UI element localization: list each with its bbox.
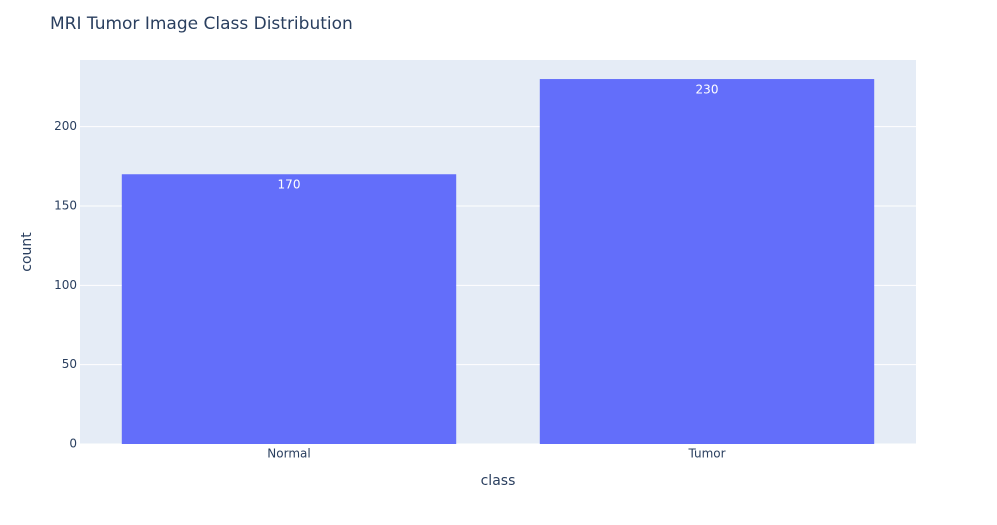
y-tick-label: 50 (62, 357, 77, 371)
bar (121, 174, 457, 445)
y-tick-label: 0 (69, 437, 77, 451)
x-tick-label: Tumor (687, 447, 725, 461)
y-tick-label: 100 (54, 278, 77, 292)
x-axis-title: class (481, 473, 516, 489)
y-tick-label: 150 (54, 198, 77, 212)
data-label: 170 (278, 178, 301, 192)
y-axis-title: count (19, 232, 35, 272)
x-tick-label: Normal (267, 447, 310, 461)
data-label: 230 (696, 83, 719, 97)
chart-title: MRI Tumor Image Class Distribution (50, 14, 353, 34)
bar (539, 79, 875, 444)
y-tick-label: 200 (54, 119, 77, 133)
